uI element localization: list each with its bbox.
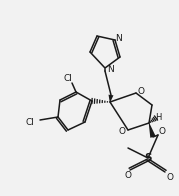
Text: O: O: [158, 128, 166, 136]
Text: Cl: Cl: [25, 117, 34, 126]
Polygon shape: [149, 123, 156, 138]
Text: O: O: [125, 171, 132, 180]
Text: H: H: [155, 113, 161, 122]
Text: O: O: [118, 128, 125, 136]
Polygon shape: [108, 95, 113, 102]
Text: N: N: [107, 64, 113, 74]
Text: O: O: [166, 172, 173, 181]
Text: N: N: [116, 34, 122, 43]
Text: S: S: [144, 153, 152, 163]
Text: Cl: Cl: [64, 74, 72, 83]
Text: O: O: [137, 86, 144, 95]
